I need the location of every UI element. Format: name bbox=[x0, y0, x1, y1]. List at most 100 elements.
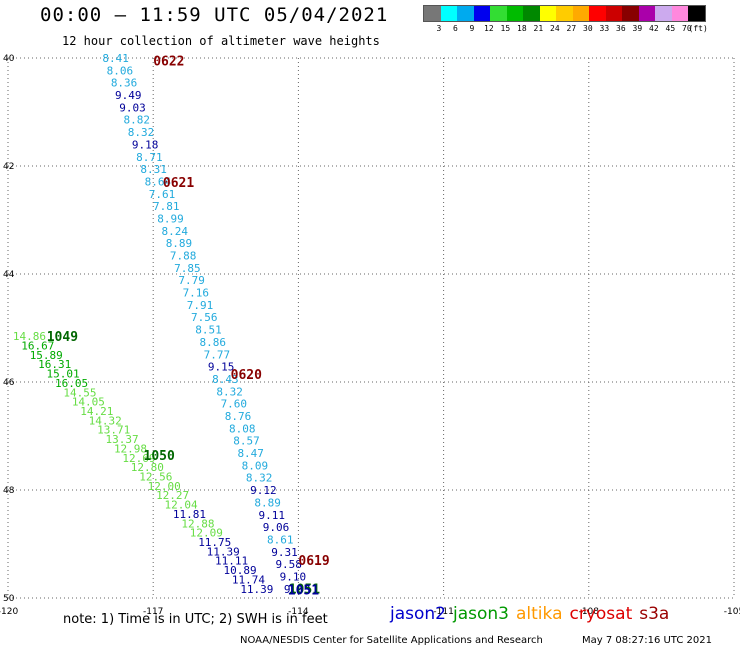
color-swatch bbox=[473, 6, 490, 21]
wave-height-value: 8.71 bbox=[136, 151, 163, 164]
wave-height-value: 16.31 bbox=[38, 358, 71, 371]
wave-height-value: 8.76 bbox=[225, 410, 252, 423]
color-scale-tick-label: 6 bbox=[453, 24, 458, 33]
wave-height-value: 8.36 bbox=[111, 77, 138, 90]
color-swatch bbox=[556, 6, 573, 21]
color-scale-unit: (ft) bbox=[688, 24, 708, 33]
wave-height-value: 8.64 bbox=[145, 175, 172, 188]
wave-height-value: 13.37 bbox=[106, 433, 139, 446]
wave-height-value: 11.81 bbox=[173, 508, 206, 521]
wave-height-value: 8.61 bbox=[267, 533, 294, 546]
color-scale-tick-label: 24 bbox=[550, 24, 560, 33]
color-scale-tick-label: 12 bbox=[484, 24, 494, 33]
longitude-tick-label: -108 bbox=[579, 607, 600, 617]
wave-height-value: 8.51 bbox=[195, 324, 222, 337]
wave-height-value: 14.05 bbox=[72, 396, 105, 409]
wave-height-value: 9.03 bbox=[284, 583, 311, 596]
satellite-legend: jason2 jason3 altika cryosat s3a bbox=[390, 604, 676, 624]
latitude-tick-label: 50 bbox=[3, 594, 15, 604]
wave-height-value: 12.00 bbox=[148, 480, 181, 493]
wave-height-value: 15.01 bbox=[47, 368, 80, 381]
satellite-legend-item: jason3 bbox=[453, 604, 509, 624]
wave-height-value: 7.79 bbox=[178, 274, 205, 287]
wave-height-value: 9.12 bbox=[250, 484, 276, 497]
pass-number-label: 1051 bbox=[288, 583, 319, 598]
satellite-legend-item: altika bbox=[516, 604, 563, 624]
footer-timestamp: May 7 08:27:16 UTC 2021 bbox=[582, 635, 712, 646]
wave-height-value: 8.09 bbox=[242, 459, 269, 472]
wave-height-value: 7.81 bbox=[153, 200, 180, 213]
wave-height-value: 7.56 bbox=[191, 311, 218, 324]
pass-number-label: 1050 bbox=[144, 449, 175, 464]
page-subtitle: 12 hour collection of altimeter wave hei… bbox=[62, 34, 380, 48]
wave-height-value: 8.32 bbox=[216, 385, 243, 398]
wave-height-value: 9.58 bbox=[275, 558, 302, 571]
wave-height-value: 7.16 bbox=[183, 287, 210, 300]
color-scale-labels: 3 6 9 12 15 18 21 24 27 30 33 36 39 42 45 70 (ft) bbox=[423, 22, 708, 34]
pass-number-label: 1051 bbox=[289, 582, 320, 597]
wave-height-value: 8.24 bbox=[161, 225, 188, 238]
footer-credit: NOAA/NESDIS Center for Satellite Applica… bbox=[240, 635, 543, 646]
latitude-tick-label: 42 bbox=[3, 162, 14, 172]
satellite-legend-item: s3a bbox=[639, 604, 670, 624]
wave-height-value: 16.05 bbox=[55, 377, 88, 390]
color-scale-tick-label: 27 bbox=[566, 24, 577, 33]
wave-height-value: 9.49 bbox=[115, 89, 141, 102]
wave-height-value: 16.67 bbox=[21, 339, 54, 352]
color-scale-tick-label: 15 bbox=[500, 24, 511, 33]
color-swatch bbox=[424, 6, 441, 21]
wave-height-value: 12.98 bbox=[114, 442, 147, 455]
color-scale-tick-label: 33 bbox=[599, 24, 610, 33]
wave-height-value: 8.32 bbox=[246, 472, 273, 485]
color-scale-legend: 3 6 9 12 15 18 21 24 27 30 33 36 39 42 45 70 (ft) bbox=[423, 5, 708, 34]
wave-height-value: 14.32 bbox=[89, 414, 122, 427]
color-swatch bbox=[506, 6, 523, 21]
pass-number-label: 0622 bbox=[153, 55, 184, 70]
color-swatch bbox=[638, 6, 655, 21]
color-swatch bbox=[523, 6, 540, 21]
color-scale-tick-label: 9 bbox=[469, 24, 475, 33]
wave-height-value: 8.43 bbox=[212, 373, 239, 386]
wave-height-value: 14.86 bbox=[13, 330, 46, 343]
wave-height-value: 8.32 bbox=[128, 126, 155, 139]
wave-height-value: 9.06 bbox=[263, 521, 290, 534]
color-swatch bbox=[440, 6, 457, 21]
wave-height-value: 9.15 bbox=[208, 361, 235, 374]
latitude-tick-label: 46 bbox=[3, 378, 15, 388]
wave-height-value: 8.89 bbox=[254, 496, 281, 509]
wave-height-value: 7.77 bbox=[204, 348, 231, 361]
longitude-tick-label: -111 bbox=[433, 607, 453, 617]
wave-height-value: 8.41 bbox=[102, 52, 129, 65]
color-swatch bbox=[622, 6, 639, 21]
color-swatch bbox=[589, 6, 606, 21]
wave-height-value: 11.74 bbox=[232, 573, 265, 586]
wave-height-value: 8.89 bbox=[166, 237, 193, 250]
wave-height-value: 12.04 bbox=[164, 499, 197, 512]
color-scale-tick-label: 39 bbox=[632, 24, 643, 33]
wave-height-value: 12.80 bbox=[131, 461, 164, 474]
wave-height-value: 11.39 bbox=[240, 583, 273, 596]
longitude-tick-label: -114 bbox=[288, 607, 309, 617]
wave-height-value: 8.82 bbox=[123, 114, 150, 127]
wave-height-value: 9.31 bbox=[271, 546, 298, 559]
color-swatch bbox=[572, 6, 589, 21]
wave-height-value: 7.61 bbox=[149, 188, 176, 201]
color-scale-tick-label: 21 bbox=[533, 24, 544, 33]
wave-height-value: 8.31 bbox=[140, 163, 167, 176]
wave-height-value: 13.71 bbox=[97, 424, 130, 437]
wave-height-value: 8.06 bbox=[107, 64, 133, 77]
wave-height-value: 9.03 bbox=[119, 101, 146, 114]
color-swatch bbox=[605, 6, 622, 21]
color-scale-bar bbox=[423, 5, 706, 22]
wave-height-value: 14.21 bbox=[80, 405, 113, 418]
color-scale-tick-label: 36 bbox=[616, 24, 626, 33]
wave-height-value: 14.55 bbox=[63, 386, 96, 399]
wave-height-value: 10.89 bbox=[223, 564, 256, 577]
color-scale-tick-label: 3 bbox=[436, 24, 442, 33]
longitude-tick-label: -117 bbox=[143, 607, 163, 617]
wave-height-value: 7.60 bbox=[221, 398, 248, 411]
wave-height-value: 15.89 bbox=[30, 349, 63, 362]
color-scale-tick-label: 42 bbox=[649, 24, 659, 33]
wave-height-value: 11.75 bbox=[198, 536, 231, 549]
latitude-tick-label: 40 bbox=[3, 54, 15, 64]
